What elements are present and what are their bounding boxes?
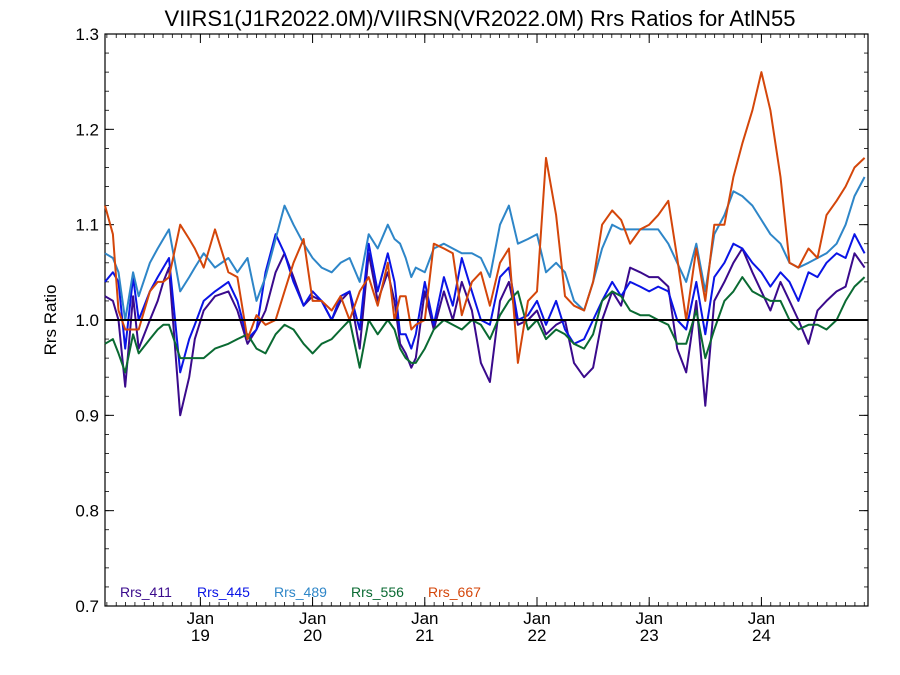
x-tick-month-label: Jan — [187, 609, 214, 628]
chart-title: VIIRS1(J1R2022.0M)/VIIRSN(VR2022.0M) Rrs… — [165, 6, 796, 31]
y-tick-label: 1.0 — [75, 311, 99, 330]
x-tick-year-label: 20 — [303, 626, 322, 645]
x-tick-month-label: Jan — [523, 609, 550, 628]
series-line-rrs-489 — [104, 176, 866, 321]
y-tick-label: 0.7 — [75, 597, 99, 616]
x-tick-year-label: 24 — [752, 626, 771, 645]
y-tick-label: 1.1 — [75, 216, 99, 235]
x-tick-month-label: Jan — [299, 609, 326, 628]
series-line-rrs-445 — [104, 233, 866, 374]
series-line-rrs-667 — [104, 71, 866, 364]
legend-entry: Rrs_667 — [428, 584, 481, 600]
x-tick-month-label: Jan — [411, 609, 438, 628]
x-tick-year-label: 23 — [640, 626, 659, 645]
plot-area: 0.70.80.91.01.11.21.3Jan19Jan20Jan21Jan2… — [75, 25, 869, 645]
legend-entry: Rrs_556 — [351, 584, 404, 600]
y-tick-label: 0.9 — [75, 406, 99, 425]
legend-entry: Rrs_489 — [274, 584, 327, 600]
x-tick-year-label: 19 — [191, 626, 210, 645]
y-tick-label: 1.3 — [75, 25, 99, 44]
y-tick-label: 1.2 — [75, 120, 99, 139]
x-tick-year-label: 22 — [528, 626, 547, 645]
x-tick-month-label: Jan — [748, 609, 775, 628]
legend-entry: Rrs_445 — [197, 584, 250, 600]
y-axis-label: Rrs Ratio — [41, 285, 60, 356]
legend-entry: Rrs_411 — [120, 584, 172, 600]
x-tick-year-label: 21 — [415, 626, 434, 645]
x-tick-month-label: Jan — [635, 609, 662, 628]
y-tick-label: 0.8 — [75, 502, 99, 521]
series-line-rrs-556 — [104, 276, 866, 374]
